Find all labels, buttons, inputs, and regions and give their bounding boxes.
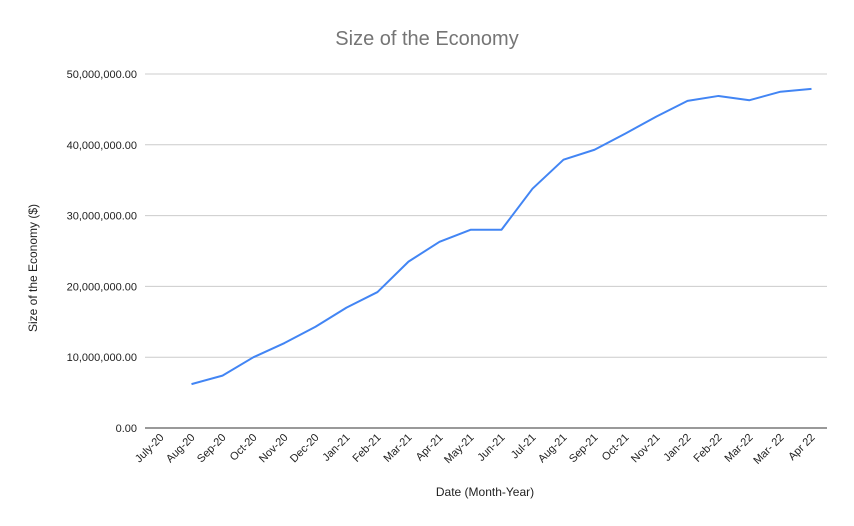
y-tick-label: 0.00 — [116, 423, 137, 435]
series-line — [191, 87, 812, 386]
x-tick-label: Sep-21 — [567, 432, 601, 466]
x-tick-label: Jan-21 — [320, 432, 352, 464]
gridlines — [145, 73, 827, 429]
y-tick-label: 40,000,000.00 — [67, 140, 137, 152]
x-axis-title: Date (Month-Year) — [436, 485, 534, 499]
series-layer — [191, 87, 812, 386]
x-tick-label: Dec-20 — [288, 432, 322, 466]
y-tick-label: 30,000,000.00 — [67, 211, 137, 223]
x-tick-label: Aug-21 — [536, 432, 570, 466]
y-tick-label: 20,000,000.00 — [67, 281, 137, 293]
x-tick-label: Jun-21 — [475, 432, 507, 464]
x-tick-label: Aug-20 — [164, 432, 198, 466]
x-tick-label: May-21 — [442, 432, 476, 466]
y-axis-tick-labels: 0.00 10,000,000.00 20,000,000.00 30,000,000… — [67, 69, 137, 435]
x-tick-label: Oct-21 — [600, 432, 632, 464]
x-tick-label: Mar- 22 — [751, 432, 786, 467]
x-tick-label: Mar-22 — [722, 432, 755, 465]
x-tick-label: Apr 22 — [786, 432, 817, 463]
x-tick-label: Jan-22 — [661, 432, 693, 464]
x-tick-label: Sep-20 — [195, 432, 229, 466]
y-tick-label: 10,000,000.00 — [67, 352, 137, 364]
y-axis-title: Size of the Economy ($) — [26, 204, 40, 332]
x-tick-label: Feb-21 — [350, 432, 383, 465]
x-tick-label: Nov-21 — [629, 432, 663, 466]
x-tick-label: Jul-21 — [509, 432, 539, 462]
y-tick-label: 50,000,000.00 — [67, 69, 137, 81]
x-tick-label: Mar-21 — [381, 432, 414, 465]
x-tick-label: Oct-20 — [228, 432, 260, 464]
x-tick-label: Nov-20 — [257, 432, 291, 466]
chart-title: Size of the Economy — [335, 28, 518, 50]
x-tick-label: Apr-21 — [414, 432, 446, 464]
x-tick-label: July-20 — [133, 432, 167, 466]
x-tick-label: Feb-22 — [691, 432, 724, 465]
